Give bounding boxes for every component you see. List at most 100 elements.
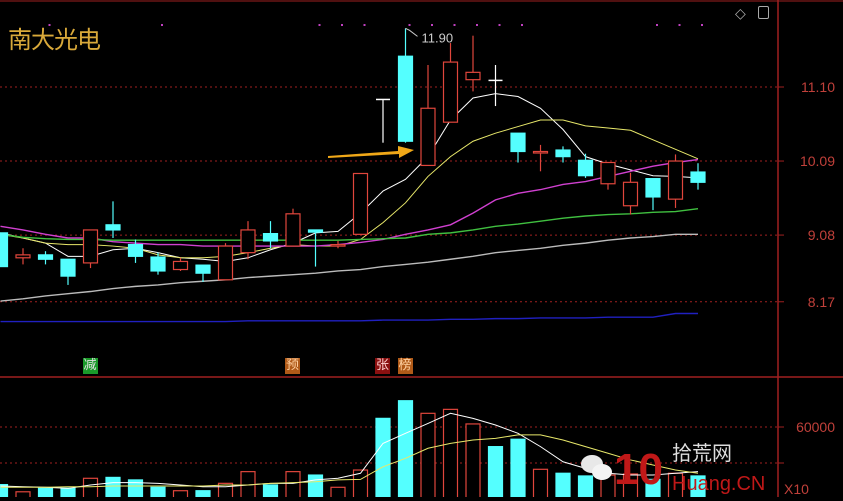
candle-body	[397, 55, 414, 142]
volume-bar	[330, 486, 346, 497]
candle-body	[577, 159, 594, 177]
candle-body	[690, 171, 706, 183]
indicator-dot	[498, 24, 501, 26]
candle-body	[465, 71, 481, 81]
event-marker[interactable]: 减	[82, 358, 98, 374]
candle-body	[150, 256, 166, 272]
indicator-dot	[161, 24, 163, 26]
indicator-dot	[341, 24, 343, 26]
volume-bar	[420, 412, 436, 497]
volume-bar	[262, 484, 279, 497]
indicator-dot	[408, 24, 411, 26]
indicator-dot	[453, 24, 456, 26]
indicator-dot	[701, 24, 703, 26]
price-long_ma-line	[0, 312, 698, 323]
price-ma60-line	[0, 233, 698, 302]
indicator-dot	[363, 24, 366, 26]
candle-body	[15, 254, 31, 259]
candle-body	[172, 260, 189, 271]
candle-body	[555, 149, 571, 158]
candle-body	[352, 172, 369, 235]
event-marker[interactable]: 预	[285, 358, 301, 374]
candle-body	[262, 233, 279, 242]
volume-bar	[60, 487, 76, 497]
indicator-dot	[431, 24, 433, 26]
candle-body	[60, 258, 76, 277]
volume-bar	[37, 487, 54, 497]
indicator-dot	[656, 24, 658, 26]
wechat-icon: 10 拾荒网 Huang.CN	[581, 441, 765, 495]
candle-body	[82, 229, 99, 264]
volume-bar	[487, 446, 504, 497]
event-marker[interactable]: 榜	[397, 358, 413, 374]
volume-bar	[397, 400, 414, 497]
candle-body	[195, 264, 211, 274]
svg-text:Huang.CN: Huang.CN	[672, 473, 765, 495]
candle-body	[600, 161, 616, 185]
volume-bar	[645, 478, 661, 497]
price-ma30-line	[0, 207, 699, 241]
price-ma10-line	[0, 119, 699, 259]
volume-bar	[442, 408, 459, 497]
volume-bar	[195, 490, 211, 497]
volume-ma10-line	[0, 434, 699, 488]
volume-ma5-line	[0, 412, 699, 489]
stock-name-title: 南大光电	[8, 26, 101, 54]
indicator-dot	[476, 24, 478, 26]
candle-body	[510, 132, 526, 153]
candle-body	[217, 245, 234, 281]
price-tick-label: 11.10	[801, 79, 835, 95]
candle-body	[0, 232, 9, 268]
price-tick-label: 9.08	[808, 227, 835, 243]
volume-bar	[375, 417, 391, 497]
high-annotation-leader	[405, 27, 418, 37]
volume-bar	[577, 475, 594, 497]
volume-bar	[0, 483, 9, 497]
volume-bar	[532, 468, 549, 497]
volume-bar	[285, 471, 301, 497]
volume-bar	[105, 476, 121, 497]
volume-bar	[510, 438, 526, 497]
candle-body	[240, 229, 256, 254]
watermark-logo: 10 拾荒网 Huang.CN	[572, 438, 772, 496]
volume-bar	[465, 423, 481, 497]
volume-bar	[150, 486, 166, 497]
indicator-dot	[48, 24, 51, 26]
indicator-dot	[678, 24, 681, 26]
indicator-dot	[521, 24, 523, 26]
volume-bar	[352, 469, 369, 497]
volume-bar	[127, 479, 144, 497]
candle-body	[645, 178, 661, 198]
volume-tick-label: 60000	[796, 419, 835, 435]
price-ma5-line	[0, 93, 699, 262]
candle-body	[307, 229, 324, 233]
diamond-icon[interactable]: ◇	[735, 5, 746, 21]
svg-text:拾荒网: 拾荒网	[672, 441, 732, 465]
candle-body	[667, 160, 684, 200]
volume-bar	[690, 475, 706, 497]
volume-bar	[15, 491, 31, 497]
svg-text:10: 10	[614, 445, 663, 494]
high-annotation-label: 11.90	[422, 30, 454, 45]
volume-bar	[555, 472, 571, 497]
event-marker[interactable]: 张	[375, 358, 391, 374]
candle-body	[622, 181, 639, 207]
price-tick-label: 8.17	[808, 294, 835, 310]
indicator-dot	[318, 24, 321, 26]
price-ma20-line	[0, 158, 699, 247]
candle-body	[442, 61, 459, 123]
candle-body	[330, 243, 346, 247]
volume-unit-label: X10	[784, 481, 809, 497]
candle-body	[37, 254, 54, 260]
arrow-annotation	[328, 146, 414, 158]
window-icon[interactable]	[757, 6, 769, 19]
volume-bar	[307, 474, 324, 497]
volume-bar	[82, 477, 99, 497]
candle-body	[532, 150, 549, 154]
candle-body	[420, 107, 436, 167]
candle-body	[105, 224, 121, 231]
candle-body	[285, 213, 301, 247]
volume-bar	[172, 490, 189, 497]
volume-bar	[622, 473, 639, 497]
